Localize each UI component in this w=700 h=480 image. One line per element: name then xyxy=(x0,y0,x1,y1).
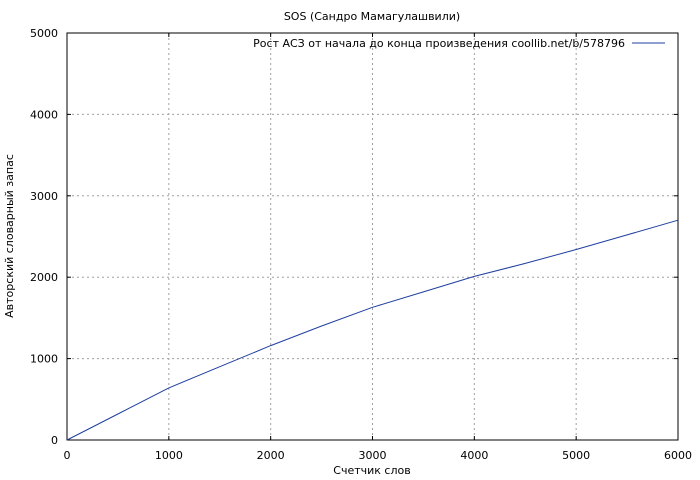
y-tick-label: 0 xyxy=(51,434,58,447)
legend-label: Рост АСЗ от начала до конца произведения… xyxy=(253,37,625,50)
x-tick-label: 0 xyxy=(64,449,71,462)
ticks: 0 1000 2000 3000 4000 5000 6000 0 1000 2000 3000 40… xyxy=(30,27,692,462)
x-tick-label: 2000 xyxy=(257,449,285,462)
x-tick-label: 5000 xyxy=(562,449,590,462)
x-axis-label: Счетчик слов xyxy=(333,464,410,477)
y-tick-label: 2000 xyxy=(30,271,58,284)
legend: Рост АСЗ от начала до конца произведения… xyxy=(253,37,665,50)
chart-title: SOS (Сандро Мамагулашвили) xyxy=(284,10,460,23)
grid xyxy=(67,33,678,440)
y-tick-label: 4000 xyxy=(30,108,58,121)
x-tick-label: 3000 xyxy=(359,449,387,462)
series-line xyxy=(66,219,679,441)
x-tick-label: 4000 xyxy=(460,449,488,462)
y-tick-label: 5000 xyxy=(30,27,58,40)
y-tick-label: 1000 xyxy=(30,353,58,366)
x-tick-label: 1000 xyxy=(155,449,183,462)
y-axis-label: Авторский словарный запас xyxy=(3,154,16,318)
series-group xyxy=(66,219,679,441)
y-tick-label: 3000 xyxy=(30,190,58,203)
x-tick-label: 6000 xyxy=(664,449,692,462)
